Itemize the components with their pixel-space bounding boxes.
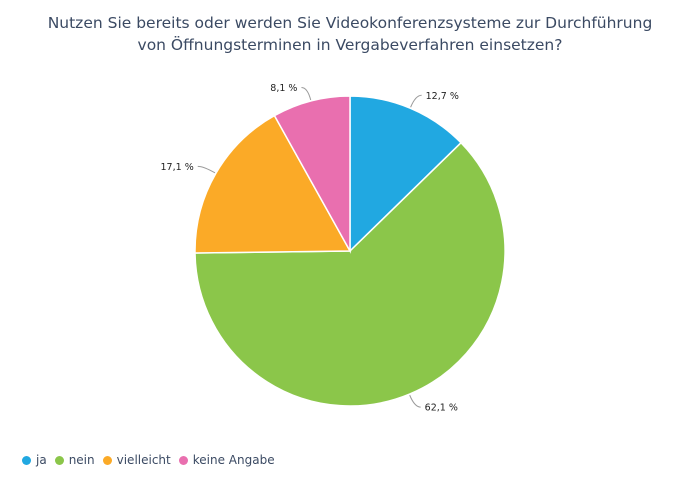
legend-label: ja — [36, 453, 47, 467]
legend-item-nein[interactable]: nein — [54, 453, 95, 467]
chart-title-line-2: von Öffnungsterminen in Vergabeverfahren… — [137, 36, 563, 54]
data-label: 8,1 % — [270, 83, 297, 94]
chart-title-line-1: Nutzen Sie bereits oder werden Sie Video… — [47, 14, 653, 32]
pie-slice-ja — [349, 95, 463, 253]
legend-marker-icon — [102, 455, 112, 465]
pie-slice-nein — [194, 141, 506, 407]
legend-label: vielleicht — [116, 453, 171, 467]
legend: ja nein vielleicht keine Angabe — [22, 453, 283, 467]
legend-item-keine-angabe[interactable]: keine Angabe — [178, 453, 275, 467]
pie-slice-keine-angabe — [273, 95, 351, 254]
legend-label: keine Angabe — [192, 453, 275, 467]
legend-marker-icon — [178, 455, 188, 465]
chart-title: Nutzen Sie bereits oder werden Sie Video… — [0, 12, 700, 56]
legend-item-ja[interactable]: ja — [22, 453, 47, 467]
data-label: 12,7 % — [426, 91, 459, 102]
leader-line — [410, 94, 422, 108]
legend-marker-icon — [22, 455, 31, 465]
leader-line — [197, 165, 216, 174]
leader-line — [409, 394, 421, 408]
data-label: 17,1 % — [161, 162, 194, 173]
data-label: 62,1 % — [425, 403, 458, 414]
leader-line — [301, 86, 312, 101]
legend-label: nein — [68, 453, 95, 467]
pie-slice-vielleicht — [194, 114, 352, 254]
legend-item-vielleicht[interactable]: vielleicht — [102, 453, 171, 467]
legend-marker-icon — [54, 455, 64, 465]
